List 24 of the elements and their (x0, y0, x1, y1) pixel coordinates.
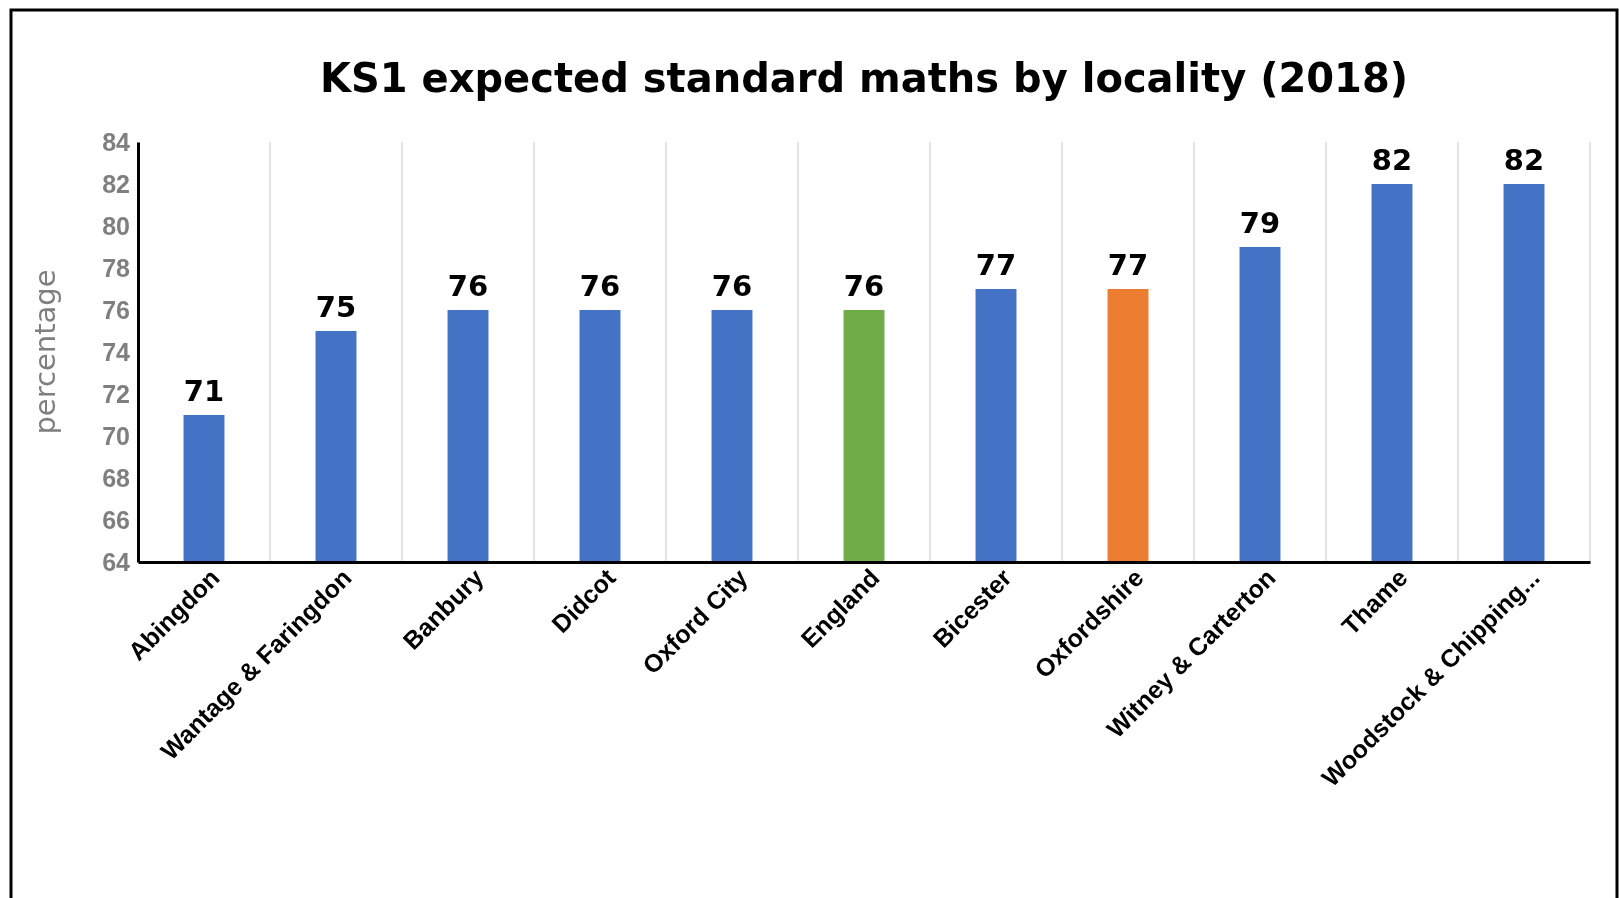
y-tick-label: 70 (102, 421, 130, 450)
data-label: 71 (183, 374, 225, 408)
data-label: 82 (1503, 143, 1545, 177)
y-tick-label: 82 (102, 169, 130, 198)
data-label: 76 (579, 269, 621, 303)
y-tick-label: 64 (102, 547, 131, 576)
y-tick-label: 84 (102, 127, 131, 156)
data-label: 76 (711, 269, 753, 303)
y-tick-label: 74 (102, 337, 131, 366)
y-tick-label: 78 (102, 253, 131, 282)
data-label: 77 (975, 248, 1017, 282)
chart-title: KS1 expected standard maths by locality (2018) (319, 55, 1409, 101)
data-label: 76 (447, 269, 489, 303)
y-axis-title: percentage (28, 269, 62, 435)
data-label: 82 (1371, 143, 1413, 177)
data-label: 77 (1107, 248, 1149, 282)
y-tick-label: 76 (102, 295, 130, 324)
y-tick-label: 66 (102, 505, 130, 534)
data-label: 76 (843, 269, 885, 303)
data-label: 79 (1239, 206, 1281, 240)
y-tick-label: 68 (102, 463, 131, 492)
data-label: 75 (315, 290, 357, 324)
y-tick-label: 72 (102, 379, 130, 408)
y-tick-label: 80 (102, 211, 130, 240)
